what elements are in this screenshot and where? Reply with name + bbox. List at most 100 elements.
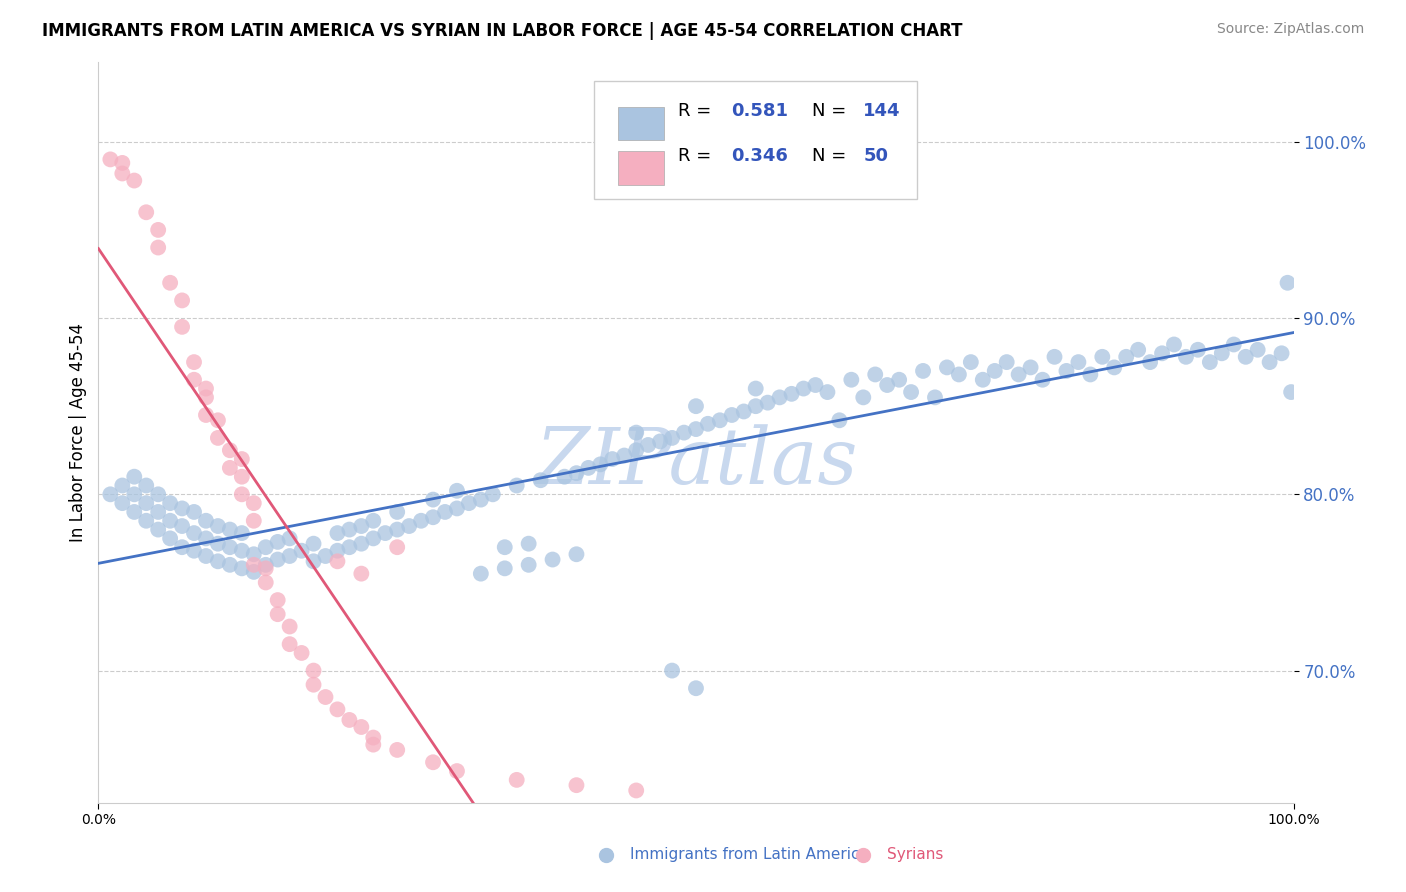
Point <box>517 537 540 551</box>
Point <box>697 417 720 431</box>
Point <box>1279 385 1302 400</box>
Point <box>135 496 157 510</box>
Point <box>446 764 468 778</box>
Point <box>111 156 134 170</box>
Point <box>422 510 444 524</box>
Point <box>385 540 409 554</box>
Point <box>385 523 409 537</box>
Point <box>841 373 863 387</box>
Point <box>972 373 994 387</box>
Point <box>148 487 170 501</box>
Point <box>446 483 468 498</box>
Point <box>124 505 146 519</box>
Point <box>422 492 444 507</box>
Point <box>267 593 290 607</box>
Point <box>135 478 157 492</box>
Point <box>339 523 361 537</box>
Point <box>565 466 588 480</box>
Point <box>278 532 301 546</box>
Text: 0.346: 0.346 <box>731 147 787 165</box>
Point <box>685 681 707 696</box>
Point <box>350 720 373 734</box>
Text: N =: N = <box>811 102 852 120</box>
Point <box>1258 355 1281 369</box>
Point <box>231 526 253 541</box>
Point <box>219 523 242 537</box>
Point <box>172 319 194 334</box>
Point <box>135 205 157 219</box>
Text: 0.581: 0.581 <box>731 102 787 120</box>
Point <box>172 501 194 516</box>
Point <box>889 373 911 387</box>
Point <box>446 501 468 516</box>
Point <box>1080 368 1102 382</box>
Point <box>243 514 266 528</box>
Point <box>828 413 851 427</box>
Point <box>1163 337 1185 351</box>
Point <box>291 543 314 558</box>
Point <box>326 526 349 541</box>
Point <box>231 487 253 501</box>
Point <box>124 487 146 501</box>
Point <box>195 382 218 396</box>
Point <box>254 540 277 554</box>
Point <box>1247 343 1270 357</box>
Point <box>673 425 696 440</box>
Point <box>470 492 492 507</box>
Point <box>733 404 755 418</box>
Point <box>231 543 253 558</box>
Point <box>350 566 373 581</box>
Point <box>326 554 349 568</box>
Point <box>1175 350 1198 364</box>
Point <box>541 552 564 566</box>
Point <box>148 505 170 519</box>
Text: R =: R = <box>678 147 717 165</box>
Point <box>565 778 588 792</box>
Point <box>302 664 325 678</box>
Point <box>183 543 205 558</box>
Point <box>995 355 1018 369</box>
Point <box>374 526 396 541</box>
Point <box>326 543 349 558</box>
Point <box>506 478 529 492</box>
Point <box>422 756 444 770</box>
Point <box>1128 343 1150 357</box>
Point <box>315 690 337 704</box>
Point <box>278 637 301 651</box>
Point <box>291 646 314 660</box>
Point <box>219 558 242 572</box>
Point <box>481 487 505 501</box>
Text: Source: ZipAtlas.com: Source: ZipAtlas.com <box>1216 22 1364 37</box>
Point <box>780 387 803 401</box>
Point <box>506 772 529 787</box>
Point <box>385 505 409 519</box>
Point <box>1091 350 1114 364</box>
Point <box>530 473 553 487</box>
Point <box>494 540 516 554</box>
Point <box>637 438 659 452</box>
Text: Syrians: Syrians <box>887 847 943 863</box>
Point <box>1104 360 1126 375</box>
Point <box>302 554 325 568</box>
Point <box>578 461 600 475</box>
Point <box>302 537 325 551</box>
Point <box>1043 350 1066 364</box>
Point <box>183 526 205 541</box>
Point <box>254 561 277 575</box>
Point <box>195 532 218 546</box>
Point <box>207 431 229 445</box>
Point <box>1067 355 1090 369</box>
Point <box>363 532 385 546</box>
Point <box>661 431 683 445</box>
Point <box>948 368 970 382</box>
Point <box>745 382 768 396</box>
Point <box>159 496 181 510</box>
Point <box>195 390 218 404</box>
Point <box>911 364 934 378</box>
Point <box>243 558 266 572</box>
Text: 50: 50 <box>863 147 889 165</box>
Point <box>219 540 242 554</box>
Point <box>434 505 457 519</box>
Point <box>254 575 277 590</box>
Point <box>243 547 266 561</box>
